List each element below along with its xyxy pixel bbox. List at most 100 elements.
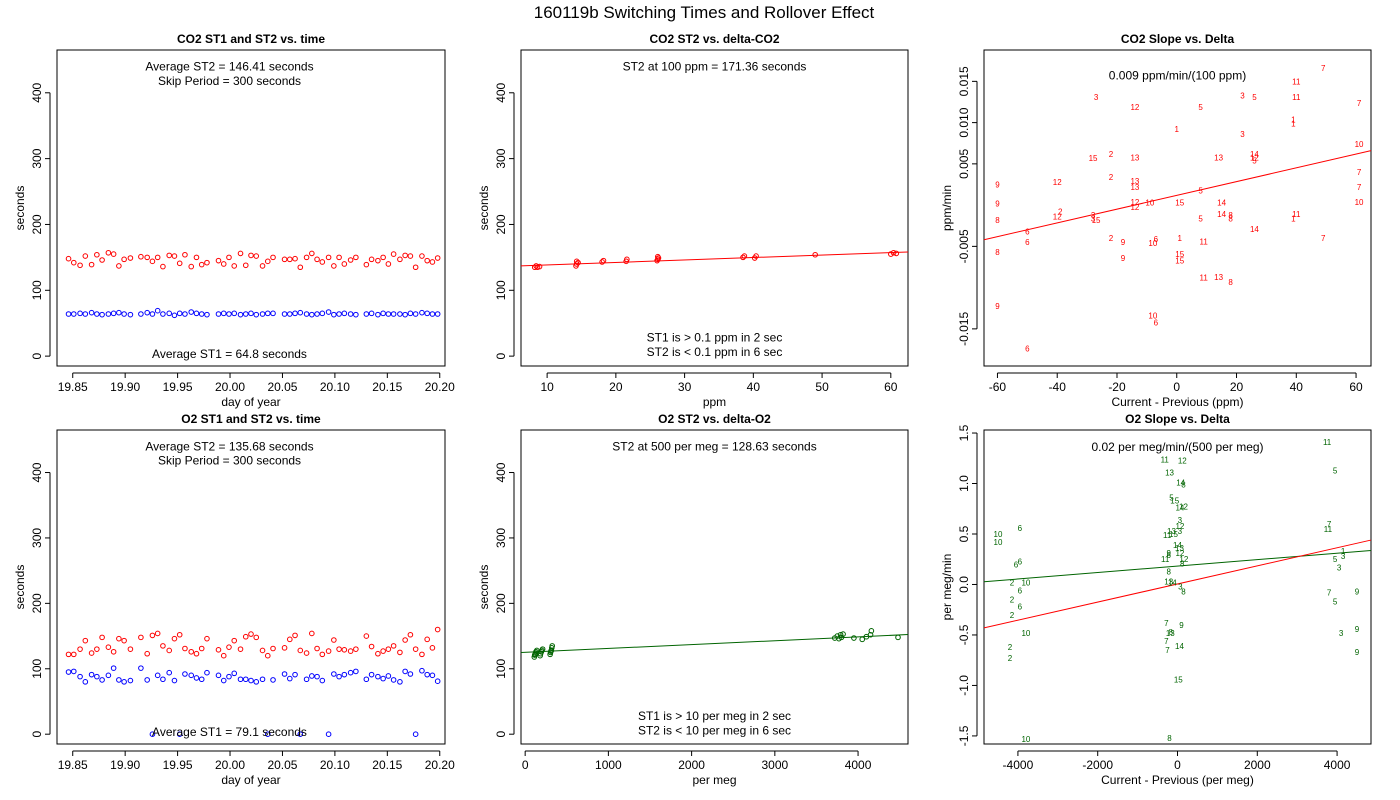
annotation: ST2 is < 10 per meg in 6 sec bbox=[638, 723, 791, 737]
data-point bbox=[336, 646, 342, 652]
data-point bbox=[182, 645, 188, 652]
point-label: 8 bbox=[1228, 214, 1233, 223]
data-point bbox=[264, 258, 271, 265]
data-point bbox=[741, 253, 748, 259]
point-label: 11 bbox=[1163, 531, 1172, 540]
point-label: 13 bbox=[1214, 273, 1223, 282]
data-point bbox=[154, 307, 161, 314]
data-point bbox=[402, 252, 408, 259]
x-tick-label: -4000 bbox=[1003, 758, 1034, 772]
data-point bbox=[226, 311, 232, 317]
point-label: 1 bbox=[1341, 547, 1346, 556]
data-point bbox=[740, 254, 746, 261]
data-point bbox=[353, 311, 359, 318]
plot-frame bbox=[983, 429, 1372, 745]
annotation: Average ST2 = 135.68 seconds bbox=[145, 439, 313, 453]
data-point bbox=[536, 263, 543, 270]
data-point bbox=[237, 646, 244, 652]
data-point bbox=[599, 259, 605, 265]
x-axis-label: Current - Previous (ppm) bbox=[1111, 395, 1243, 409]
data-point bbox=[110, 251, 117, 257]
point-label: 12 bbox=[1175, 522, 1184, 531]
data-point bbox=[242, 311, 249, 317]
point-label: 8 bbox=[1168, 628, 1173, 637]
data-point bbox=[895, 634, 901, 641]
x-tick-label: 1000 bbox=[595, 758, 622, 772]
point-label: 3 bbox=[1178, 527, 1183, 536]
x-axis-label: per meg bbox=[692, 773, 736, 787]
data-point bbox=[429, 645, 436, 651]
fit-line bbox=[983, 549, 1372, 583]
data-point bbox=[419, 667, 425, 674]
data-point bbox=[363, 676, 370, 683]
data-point bbox=[319, 677, 326, 684]
data-point bbox=[624, 256, 630, 263]
x-axis-label: ppm bbox=[703, 395, 726, 409]
point-label: 10 bbox=[1355, 198, 1364, 207]
x-tick-label: 20 bbox=[609, 380, 623, 394]
data-point bbox=[319, 310, 326, 317]
data-point bbox=[176, 260, 183, 267]
data-point bbox=[429, 672, 436, 679]
data-point bbox=[82, 637, 89, 644]
point-label: 10 bbox=[1355, 140, 1364, 149]
point-label: 11 bbox=[1199, 237, 1208, 246]
x-tick-label: 2000 bbox=[678, 758, 705, 772]
data-point bbox=[654, 253, 661, 260]
point-label: 3 bbox=[1339, 629, 1344, 638]
data-point bbox=[363, 311, 370, 317]
data-point bbox=[363, 261, 370, 268]
fit-line bbox=[983, 539, 1372, 629]
data-point bbox=[287, 256, 293, 263]
annotation: 0.009 ppm/min/(100 ppm) bbox=[1109, 69, 1246, 83]
plot-frame bbox=[983, 49, 1372, 367]
data-point bbox=[385, 261, 392, 267]
point-label: 11 bbox=[1292, 77, 1301, 86]
point-label: 12 bbox=[1175, 549, 1184, 558]
point-label: 6 bbox=[1025, 228, 1030, 237]
data-point bbox=[215, 257, 222, 264]
data-point bbox=[198, 676, 205, 683]
data-point bbox=[70, 311, 77, 317]
data-point bbox=[353, 646, 359, 652]
x-tick-label: 20.15 bbox=[372, 758, 402, 772]
data-point bbox=[368, 671, 375, 678]
data-point bbox=[375, 673, 381, 680]
data-point bbox=[297, 731, 304, 737]
point-label: 10 bbox=[1021, 578, 1030, 587]
y-tick-label: 0.010 bbox=[957, 107, 971, 137]
data-point bbox=[573, 258, 580, 265]
point-label: 2 bbox=[1109, 150, 1114, 159]
y-tick-label: 200 bbox=[30, 593, 44, 613]
data-point bbox=[253, 634, 260, 641]
data-point bbox=[127, 255, 134, 261]
data-point bbox=[215, 672, 222, 679]
point-label: 7 bbox=[1164, 637, 1169, 646]
point-label: 14 bbox=[1175, 504, 1184, 513]
point-label: 10 bbox=[994, 538, 1003, 547]
data-point bbox=[99, 677, 105, 683]
point-label: 2 bbox=[1058, 208, 1063, 217]
y-tick-label: -0.5 bbox=[957, 624, 971, 645]
data-point bbox=[347, 648, 354, 654]
data-point bbox=[166, 310, 173, 317]
data-point bbox=[171, 635, 178, 642]
y-tick-label: -0.005 bbox=[957, 229, 971, 263]
x-tick-label: -2000 bbox=[1082, 758, 1113, 772]
data-point bbox=[231, 310, 238, 317]
data-point bbox=[390, 311, 397, 317]
data-point bbox=[77, 310, 83, 317]
point-label: 5 bbox=[1333, 466, 1338, 475]
point-label: 12 bbox=[1053, 178, 1062, 187]
data-point bbox=[397, 256, 403, 263]
y-axis-label: seconds bbox=[477, 186, 491, 231]
point-label: 9 bbox=[995, 180, 1000, 189]
data-point bbox=[149, 258, 156, 265]
data-point bbox=[309, 250, 315, 257]
x-tick-label: 20.20 bbox=[425, 380, 455, 394]
point-label: 7 bbox=[1321, 64, 1326, 73]
point-label: 15 bbox=[1174, 675, 1183, 684]
chart-panel: CO2 Slope vs. Delta -60 -40 -20 0 20 40 60 Curre… bbox=[940, 32, 1372, 409]
point-label: 5 bbox=[1252, 93, 1257, 102]
x-tick-label: 0 bbox=[522, 758, 529, 772]
